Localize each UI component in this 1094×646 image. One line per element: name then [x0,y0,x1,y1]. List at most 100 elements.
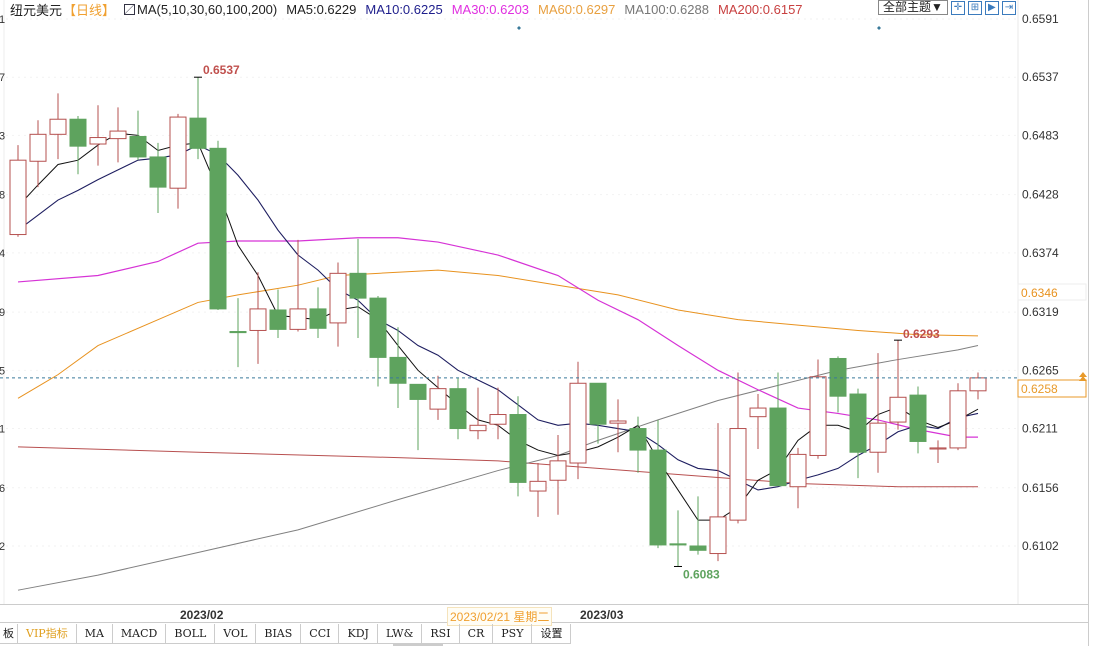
candle-down [129,110,147,161]
candle-body [329,272,347,324]
ma60-value: MA60:0.6297 [538,1,616,17]
candle-up [89,105,107,166]
candle-body [669,543,687,546]
tab-ma[interactable]: MA [77,624,113,643]
candle-down [189,77,207,160]
tab-boll[interactable]: BOLL [166,624,216,643]
high-label: 0.6537 [203,63,240,77]
candle-body [549,460,567,481]
candle-down [69,115,87,175]
candle-up [469,387,487,440]
tab-cci[interactable]: CCI [301,624,340,643]
candle-body [489,414,507,425]
candle-body [89,137,107,145]
candle-body [849,393,867,453]
export-icon[interactable]: ⇥ [1001,0,1016,15]
period-label[interactable]: 【日线】 [63,2,116,18]
candle-up [809,359,827,459]
left-tick-label: 7 [0,72,5,84]
candle-body [429,388,447,410]
symbol-name: 纽元美元 [10,2,63,18]
y-tick-label: 0.6374 [1022,246,1059,260]
candle-up [529,463,547,517]
tab-lw[interactable]: LW& [378,624,423,643]
candle-body [769,407,787,487]
tab-bias[interactable]: BIAS [256,624,302,643]
y-tick-label: 0.6537 [1022,70,1059,84]
candle-body [289,308,307,330]
candle-body [509,414,527,483]
candle-down [909,386,927,454]
candle-body [529,480,547,492]
tab-kdj[interactable]: KDJ [339,624,378,643]
crosshair-date: 2023/02/21 星期二 [447,607,553,626]
candle-body [609,420,627,424]
tab-panel[interactable]: 板 [0,624,18,643]
candle-body [29,133,47,162]
candle-body [189,117,207,149]
tab-psy[interactable]: PSY [493,624,533,643]
candle-down [509,396,527,497]
candle-body [369,297,387,358]
right-panel-edge [1088,0,1094,646]
tab-cr[interactable]: CR [460,624,494,643]
candle-down [769,372,787,487]
candle-up [329,262,347,347]
candle-body [169,116,187,189]
candle-body [969,377,987,392]
up-arrow-icon [1079,372,1087,381]
scrollbar[interactable] [393,643,443,646]
tab-vip[interactable]: VIP指标 [18,624,77,643]
candlestick-chart[interactable]: 0.6591 1 0.6537 7 0.6483 3 0.6428 8 0.6374 4 0.631… [0,0,1094,604]
left-tick-label: 1 [0,14,5,26]
candle-up [609,399,627,453]
ma60-marker-box [1017,283,1087,301]
left-tick-label: 1 [0,424,5,436]
candle-body [49,118,67,135]
tab-rsi[interactable]: RSI [422,624,460,643]
candle-down [389,327,407,409]
crosshair-icon[interactable]: ✛ [950,0,965,15]
ma30-value: MA30:0.6203 [451,1,530,17]
tab-vol[interactable]: VOL [215,624,257,643]
candle-body [469,424,487,432]
chart-toolbar: 全部主题▼ ✛ ⊞ ▶ ⇥ [878,0,1016,15]
tab-macd[interactable]: MACD [113,624,167,643]
candle-body [689,545,707,551]
ma5-value: MA5:0.6229 [286,1,357,17]
step-icon[interactable]: ▶ [984,0,999,15]
y-tick-label: 0.6265 [1022,363,1059,377]
left-tick-label: 5 [0,365,5,377]
candle-up [889,340,907,430]
candle-body [249,308,267,331]
left-tick-label: 9 [0,307,5,319]
candle-body [129,135,147,158]
candle-body [809,376,827,456]
event-marker-icon[interactable] [517,26,881,30]
candle-icon[interactable]: ⊞ [967,0,982,15]
candle-down [849,388,867,479]
candle-up [949,383,967,451]
candle-body [929,447,947,450]
candle-up [869,353,887,473]
candle-up [29,120,47,188]
candle-body [709,516,727,555]
theme-dropdown[interactable]: 全部主题▼ [878,0,948,15]
candle-body [349,272,367,299]
y-tick-label: 0.6483 [1022,128,1059,142]
candle-down [589,382,607,444]
ma-settings-icon[interactable] [124,3,136,15]
low-label: 0.6083 [683,567,720,581]
tab-settings[interactable]: 设置 [532,624,572,643]
candle-body [149,156,167,188]
y-tick-label: 0.6211 [1022,422,1058,436]
candles [9,76,987,567]
recent-high-label: 0.6293 [903,327,940,341]
candle-body [569,382,587,464]
x-tick-feb: 2023/02 [180,608,224,622]
candle-down [229,298,247,368]
y-tick-label: 0.6428 [1022,188,1059,202]
candle-up [969,372,987,400]
candle-down [409,383,427,451]
candle-body [449,388,467,430]
